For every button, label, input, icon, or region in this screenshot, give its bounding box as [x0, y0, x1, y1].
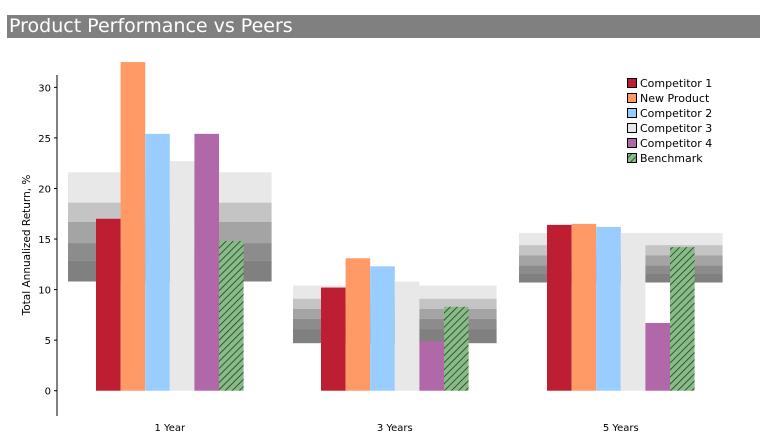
bar-competitor-1[interactable] [321, 287, 346, 391]
bar-new-product[interactable] [571, 223, 597, 391]
bar-competitor-3[interactable] [620, 232, 646, 391]
y-tick-label: 30 [38, 83, 51, 94]
bar-new-product[interactable] [345, 258, 371, 391]
bar-benchmark[interactable] [670, 247, 695, 391]
bar-competitor-4[interactable] [419, 341, 444, 391]
y-axis-label: Total Annualized Return, % [21, 175, 33, 317]
legend-label: Benchmark [640, 152, 703, 165]
legend-swatch [627, 93, 637, 103]
title-bar: Product Performance vs Peers [7, 15, 760, 38]
axes: 0 5 10 15 20 25 30 1 Year 3 Years 5 Years Total An… [21, 75, 639, 434]
legend-swatch [627, 138, 637, 148]
bar-competitor-3[interactable] [394, 281, 420, 391]
x-tick-label: 5 Years [603, 423, 639, 434]
x-tick-label: 1 Year [154, 423, 186, 434]
bar-benchmark[interactable] [444, 306, 469, 391]
bar-new-product[interactable] [120, 62, 146, 391]
legend-swatch [627, 123, 637, 133]
legend-label: Competitor 1 [640, 77, 712, 90]
bar-competitor-4[interactable] [645, 322, 670, 391]
bar-competitor-2[interactable] [370, 266, 395, 391]
legend-swatch [627, 153, 637, 163]
x-tick-label: 3 Years [377, 423, 413, 434]
legend-swatch [627, 78, 637, 88]
bar-competitor-2[interactable] [145, 133, 170, 391]
legend-label: Competitor 4 [640, 137, 712, 150]
legend[interactable]: Competitor 1 New Product Competitor 2 Compe… [627, 77, 713, 165]
bar-competitor-3[interactable] [169, 161, 195, 391]
y-tick-label: 20 [38, 184, 51, 195]
bar-group [96, 62, 695, 391]
y-tick-label: 10 [38, 286, 51, 297]
legend-label: New Product [640, 92, 710, 105]
y-tick-label: 15 [38, 235, 51, 246]
chart-title: Product Performance vs Peers [9, 15, 293, 37]
legend-label: Competitor 2 [640, 107, 712, 120]
y-tick-label: 0 [45, 387, 51, 398]
bar-competitor-1[interactable] [96, 218, 121, 391]
legend-label: Competitor 3 [640, 122, 712, 135]
bar-competitor-2[interactable] [596, 226, 621, 391]
y-tick-label: 25 [38, 134, 51, 145]
legend-swatch [627, 108, 637, 118]
bar-competitor-1[interactable] [547, 224, 572, 391]
y-tick-label: 5 [45, 336, 51, 347]
bar-benchmark[interactable] [219, 241, 244, 391]
bar-competitor-4[interactable] [194, 133, 219, 391]
